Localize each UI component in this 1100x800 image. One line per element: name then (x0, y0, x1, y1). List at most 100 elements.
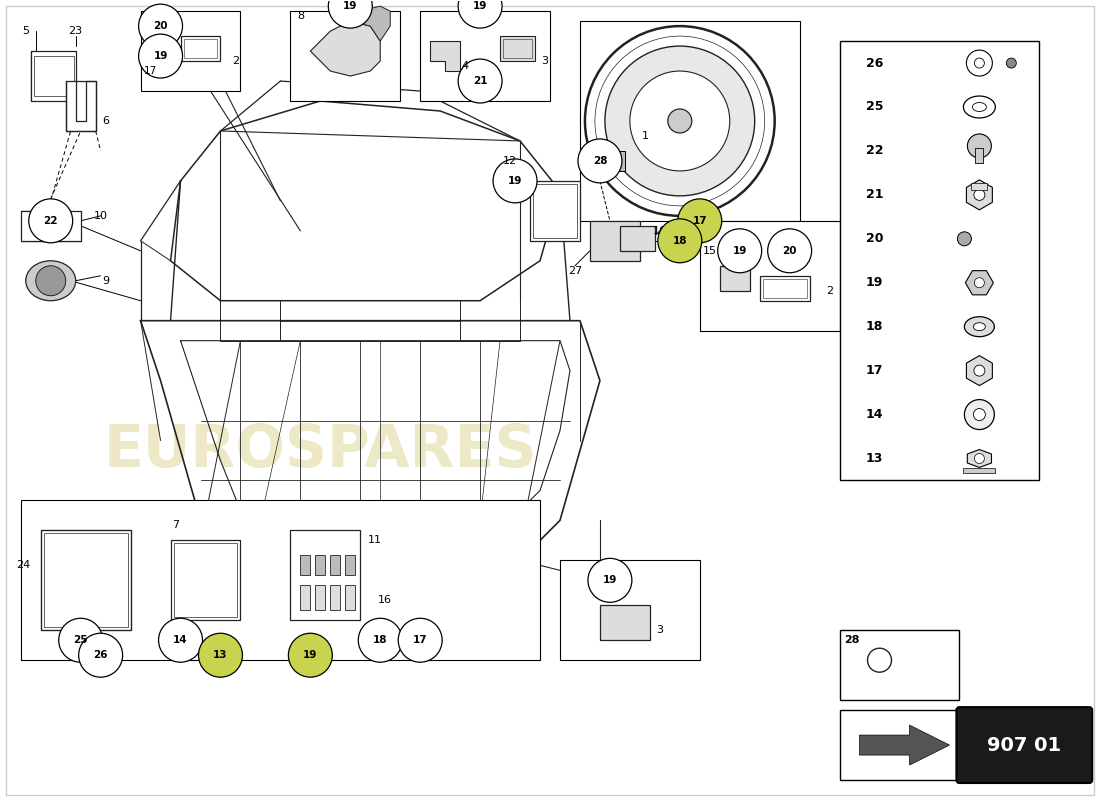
Text: 12: 12 (503, 156, 517, 166)
Circle shape (965, 399, 994, 430)
Bar (620, 226, 654, 250)
Bar (330, 555, 340, 575)
Text: 14: 14 (866, 408, 883, 421)
Text: 27: 27 (568, 266, 582, 276)
Text: 16: 16 (652, 226, 667, 236)
Text: EUROSPARES: EUROSPARES (103, 422, 537, 479)
Circle shape (458, 59, 502, 103)
Circle shape (768, 229, 812, 273)
Bar (839, 710, 959, 780)
Bar (21, 211, 80, 241)
Circle shape (967, 134, 991, 158)
Ellipse shape (25, 261, 76, 301)
Bar (44, 534, 128, 627)
Text: 26: 26 (94, 650, 108, 660)
Bar (964, 469, 996, 474)
Text: 28: 28 (845, 635, 860, 646)
Circle shape (957, 232, 971, 246)
Text: 8: 8 (297, 11, 304, 21)
Bar (971, 183, 988, 190)
Bar (719, 266, 750, 290)
Text: a position for parts since 1985: a position for parts since 1985 (152, 511, 488, 530)
Text: 18: 18 (672, 236, 688, 246)
Bar (184, 39, 218, 58)
Bar (180, 36, 220, 61)
Text: 10: 10 (94, 211, 108, 221)
Text: 19: 19 (473, 1, 487, 11)
Bar (66, 81, 96, 131)
Circle shape (974, 409, 986, 421)
Polygon shape (310, 21, 381, 76)
Bar (500, 36, 535, 61)
Bar (600, 606, 650, 640)
Bar (345, 586, 355, 610)
Bar (345, 555, 355, 575)
Bar (700, 221, 839, 330)
Circle shape (678, 199, 722, 243)
Circle shape (1006, 58, 1016, 68)
Bar (420, 11, 550, 101)
Bar (560, 560, 700, 660)
Text: 19: 19 (603, 575, 617, 586)
Text: 14: 14 (173, 635, 188, 646)
Bar (580, 21, 800, 221)
Circle shape (975, 278, 984, 288)
Circle shape (974, 190, 984, 200)
Bar (41, 530, 131, 630)
Polygon shape (350, 6, 390, 41)
Text: 26: 26 (866, 57, 883, 70)
Bar (141, 11, 241, 91)
Bar (530, 181, 580, 241)
Text: 19: 19 (304, 650, 318, 660)
Polygon shape (859, 725, 949, 765)
Polygon shape (615, 151, 625, 171)
Text: 17: 17 (693, 216, 707, 226)
Polygon shape (967, 180, 992, 210)
Circle shape (198, 634, 242, 677)
Bar (839, 41, 1040, 481)
Text: 19: 19 (508, 176, 522, 186)
Circle shape (139, 4, 183, 48)
Circle shape (718, 229, 761, 273)
Text: 19: 19 (733, 246, 747, 256)
Bar (21, 501, 540, 660)
Polygon shape (967, 356, 992, 386)
Polygon shape (967, 450, 991, 467)
Text: 1: 1 (641, 131, 648, 141)
Text: 17: 17 (412, 635, 428, 646)
Text: 907 01: 907 01 (988, 735, 1062, 754)
Bar (534, 184, 578, 238)
Circle shape (578, 139, 621, 183)
Text: 6: 6 (102, 116, 109, 126)
Text: 9: 9 (102, 276, 109, 286)
Text: 2: 2 (232, 56, 239, 66)
Circle shape (587, 558, 631, 602)
Text: 20: 20 (153, 21, 168, 31)
Text: 3: 3 (541, 56, 549, 66)
Text: 16: 16 (378, 595, 393, 606)
Circle shape (975, 454, 984, 463)
Bar (976, 148, 983, 163)
Text: 28: 28 (593, 156, 607, 166)
Text: 4: 4 (462, 61, 469, 71)
Text: 21: 21 (866, 188, 883, 202)
Circle shape (658, 219, 702, 262)
Bar (34, 56, 74, 96)
Circle shape (974, 365, 984, 376)
Circle shape (668, 109, 692, 133)
Bar (330, 586, 340, 610)
Circle shape (359, 618, 403, 662)
Text: 11: 11 (368, 535, 383, 546)
Bar (290, 530, 361, 620)
Text: 17: 17 (866, 364, 883, 377)
Text: 23: 23 (68, 26, 82, 36)
Text: 19: 19 (153, 51, 167, 61)
Text: 18: 18 (373, 635, 387, 646)
Circle shape (328, 0, 372, 28)
Text: 24: 24 (16, 560, 31, 570)
Polygon shape (966, 270, 993, 295)
Text: 19: 19 (343, 1, 358, 11)
Circle shape (35, 266, 66, 296)
Bar (300, 555, 310, 575)
Bar (170, 540, 241, 620)
